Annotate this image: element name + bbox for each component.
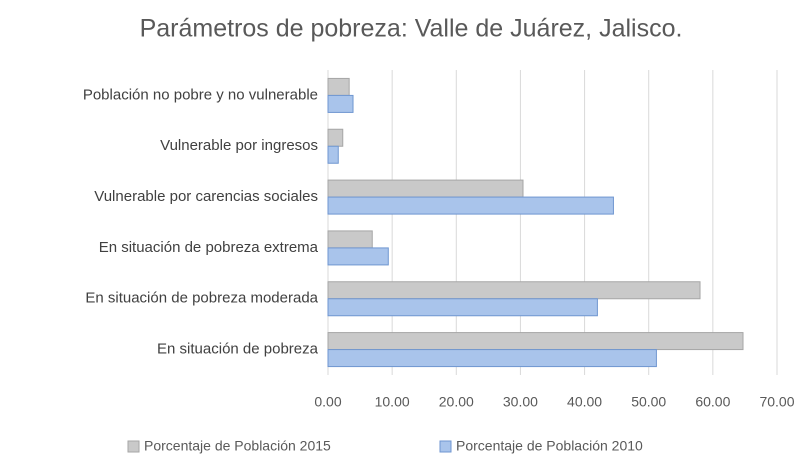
x-tick-label: 0.00 <box>314 394 341 410</box>
bar <box>327 298 598 317</box>
bar <box>327 281 701 300</box>
x-tick-label: 40.00 <box>567 394 602 410</box>
x-tick-label: 70.00 <box>759 394 794 410</box>
x-tick-label: 10.00 <box>375 394 410 410</box>
x-tick-label: 50.00 <box>631 394 666 410</box>
x-tick-label: 20.00 <box>439 394 474 410</box>
bar <box>327 77 350 96</box>
bar <box>327 247 389 266</box>
bar <box>327 179 524 198</box>
x-tick-label: 30.00 <box>503 394 538 410</box>
y-tick-label: En situación de pobreza extrema <box>99 239 319 256</box>
x-tick-label: 60.00 <box>695 394 730 410</box>
y-tick-label: Vulnerable por ingresos <box>160 137 318 154</box>
y-tick-label: En situación de pobreza moderada <box>85 290 318 307</box>
y-tick-label: Población no pobre y no vulnerable <box>83 86 318 103</box>
bar <box>327 196 614 215</box>
legend-swatch <box>127 440 140 453</box>
legend-swatch <box>439 440 452 453</box>
bar <box>327 349 657 368</box>
chart-title: Parámetros de pobreza: Valle de Juárez, … <box>140 15 683 43</box>
legend-label: Porcentaje de Población 2010 <box>456 438 643 454</box>
bar <box>327 332 744 351</box>
y-tick-label: Vulnerable por carencias sociales <box>94 188 318 205</box>
bar <box>327 128 344 147</box>
legend-label: Porcentaje de Población 2015 <box>144 438 331 454</box>
bar <box>327 94 354 113</box>
bar <box>327 145 339 164</box>
bar <box>327 230 373 249</box>
y-tick-label: En situación de pobreza <box>157 341 319 358</box>
